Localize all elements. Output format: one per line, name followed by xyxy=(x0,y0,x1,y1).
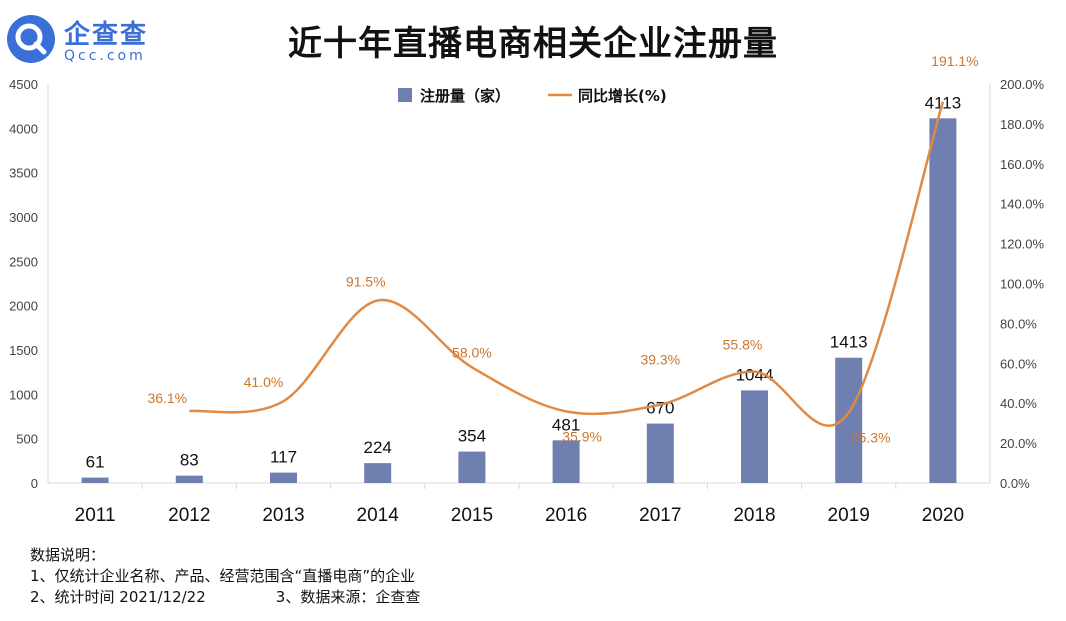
x-tick-label: 2014 xyxy=(357,505,400,526)
y-right-tick-label: 20.0% xyxy=(1000,436,1037,451)
bar xyxy=(364,463,392,483)
x-tick-label: 2016 xyxy=(545,505,587,526)
y-right-tick-label: 140.0% xyxy=(1000,197,1045,212)
y-left-tick-label: 0 xyxy=(31,476,38,491)
y-right-tick-label: 120.0% xyxy=(1000,237,1045,252)
line-value-label: 41.0% xyxy=(244,374,284,390)
data-notes: 数据说明： 1、仅统计企业名称、产品、经营范围含“直播电商”的企业 2、统计时间… xyxy=(30,545,420,608)
bar-value-label: 61 xyxy=(86,453,105,472)
notes-line-2b: 3、数据来源：企查查 xyxy=(275,588,421,606)
bar xyxy=(81,477,109,483)
y-left-tick-label: 1000 xyxy=(9,387,38,402)
notes-line-1: 1、仅统计企业名称、产品、经营范围含“直播电商”的企业 xyxy=(30,567,416,585)
y-left-tick-label: 2000 xyxy=(9,299,38,314)
y-left-tick-label: 4000 xyxy=(9,121,38,136)
legend-bar-swatch xyxy=(398,88,412,102)
bar-value-label: 354 xyxy=(458,427,486,446)
y-left-tick-label: 3000 xyxy=(9,210,38,225)
bar-value-label: 481 xyxy=(552,415,580,434)
bar xyxy=(741,390,768,483)
x-tick-label: 2011 xyxy=(75,505,116,526)
line-value-label: 55.8% xyxy=(723,337,763,353)
legend-line-label: 同比增长(%) xyxy=(578,87,667,105)
x-tick-label: 2019 xyxy=(828,505,870,526)
y-right-tick-label: 60.0% xyxy=(1000,356,1037,371)
x-tick-label: 2018 xyxy=(733,505,775,526)
y-right-tick-label: 100.0% xyxy=(1000,277,1045,292)
y-right-tick-label: 80.0% xyxy=(1000,316,1037,331)
y-left-tick-label: 1500 xyxy=(9,343,38,358)
bar-value-label: 224 xyxy=(364,438,392,457)
chart: 0 500 1000 1500 2000 2500 3000 3500 4000 4500 0.0%… xyxy=(9,53,1045,526)
qcc-logo-icon xyxy=(7,15,55,63)
notes-line-2: 2、统计时间 2021/12/22 3、数据来源：企查查 xyxy=(30,587,420,608)
logo-sub: Qcc.com xyxy=(64,48,146,64)
y-left-tick-label: 3500 xyxy=(9,166,38,181)
bar xyxy=(835,357,863,483)
y-right-tick-label: 0.0% xyxy=(1000,476,1030,491)
logo: 企查查 Qcc.com xyxy=(6,8,196,70)
chart-title: 近十年直播电商相关企业注册量 xyxy=(288,24,778,64)
bar-value-label: 1044 xyxy=(736,365,774,384)
bar-value-label: 117 xyxy=(270,448,297,467)
line-value-label: 39.3% xyxy=(640,352,680,368)
x-tick-label: 2020 xyxy=(922,505,964,526)
legend-bar-label: 注册量（家） xyxy=(420,87,510,105)
line-value-label: 35.3% xyxy=(851,430,891,446)
y-left-tick-label: 4500 xyxy=(9,77,38,92)
x-tick-label: 2017 xyxy=(639,505,681,526)
y-right-tick-label: 200.0% xyxy=(1000,77,1045,92)
line-value-label: 35.9% xyxy=(562,428,602,444)
y-left-tick-label: 500 xyxy=(16,432,38,447)
bar-value-label: 1413 xyxy=(830,333,868,352)
line-value-label: 58.0% xyxy=(452,344,492,360)
y-left-tick-label: 2500 xyxy=(9,254,38,269)
y-right-tick-label: 40.0% xyxy=(1000,396,1037,411)
notes-line-2a: 2、统计时间 2021/12/22 xyxy=(30,588,206,606)
bar xyxy=(929,118,957,484)
line-value-label: 91.5% xyxy=(346,273,386,289)
y-right-tick-label: 180.0% xyxy=(1000,117,1045,132)
x-tick-label: 2012 xyxy=(168,505,210,526)
bar xyxy=(270,472,297,483)
x-tick-label: 2015 xyxy=(451,505,493,526)
bar xyxy=(175,475,203,483)
logo-name: 企查查 xyxy=(64,20,149,50)
notes-heading: 数据说明： xyxy=(30,546,106,564)
bar xyxy=(458,451,486,483)
bar xyxy=(552,440,580,483)
x-tick-label: 2013 xyxy=(262,505,304,526)
bar-value-label: 83 xyxy=(180,451,199,470)
line-value-label: 191.1% xyxy=(931,53,978,69)
bar xyxy=(646,423,674,483)
line-value-label: 36.1% xyxy=(147,390,187,406)
growth-line xyxy=(189,101,945,427)
y-right-tick-label: 160.0% xyxy=(1000,157,1045,172)
